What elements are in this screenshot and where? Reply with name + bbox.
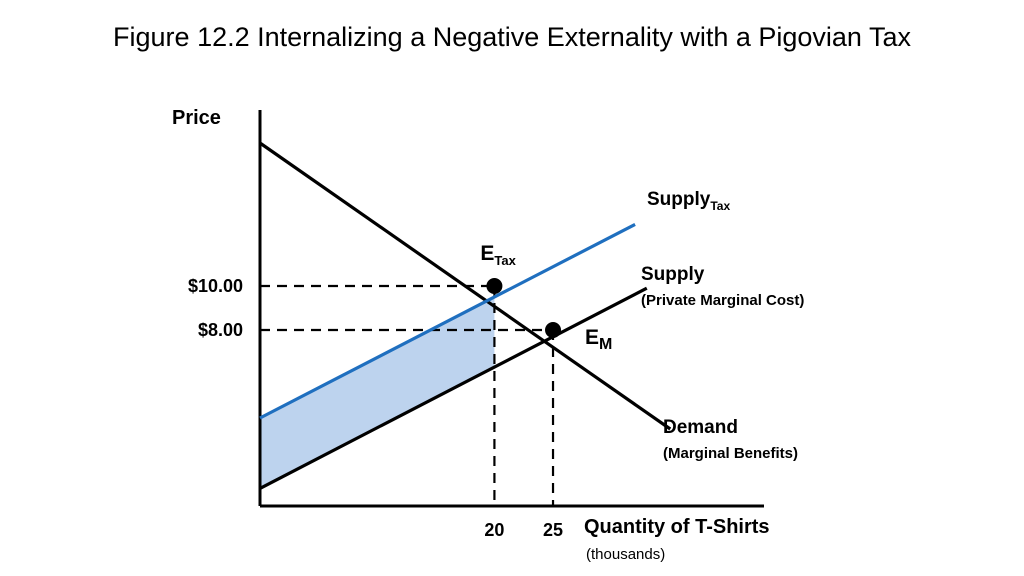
demand-curve bbox=[259, 141, 672, 431]
supply-curve bbox=[259, 286, 648, 490]
equilibrium-label-m: EM bbox=[585, 326, 612, 353]
x-axis-label: Quantity of T-Shirts bbox=[584, 516, 770, 538]
equilibrium-point-tax bbox=[486, 278, 503, 294]
x-tick-label-20: 20 bbox=[484, 520, 504, 540]
demand-curve-label: Demand bbox=[663, 417, 738, 438]
y-tick-label-10: $10.00 bbox=[188, 276, 243, 296]
supply-curve-sublabel: (Private Marginal Cost) bbox=[641, 292, 804, 309]
equilibrium-point-m bbox=[545, 322, 562, 338]
supply-curve-label: Supply bbox=[641, 264, 705, 285]
demand-curve-sublabel: (Marginal Benefits) bbox=[663, 445, 798, 462]
supply-tax-curve bbox=[259, 222, 636, 420]
y-axis-label: Price bbox=[172, 107, 221, 129]
welfare-shaded-area bbox=[260, 297, 495, 489]
x-tick-label-25: 25 bbox=[543, 520, 563, 540]
x-axis-sublabel: (thousands) bbox=[586, 546, 665, 563]
y-tick-label-8: $8.00 bbox=[198, 320, 243, 340]
equilibrium-label-tax: ETax bbox=[480, 242, 516, 268]
supply-tax-curve-label: SupplyTax bbox=[647, 189, 730, 213]
chart-title: Figure 12.2 Internalizing a Negative Ext… bbox=[113, 22, 911, 52]
